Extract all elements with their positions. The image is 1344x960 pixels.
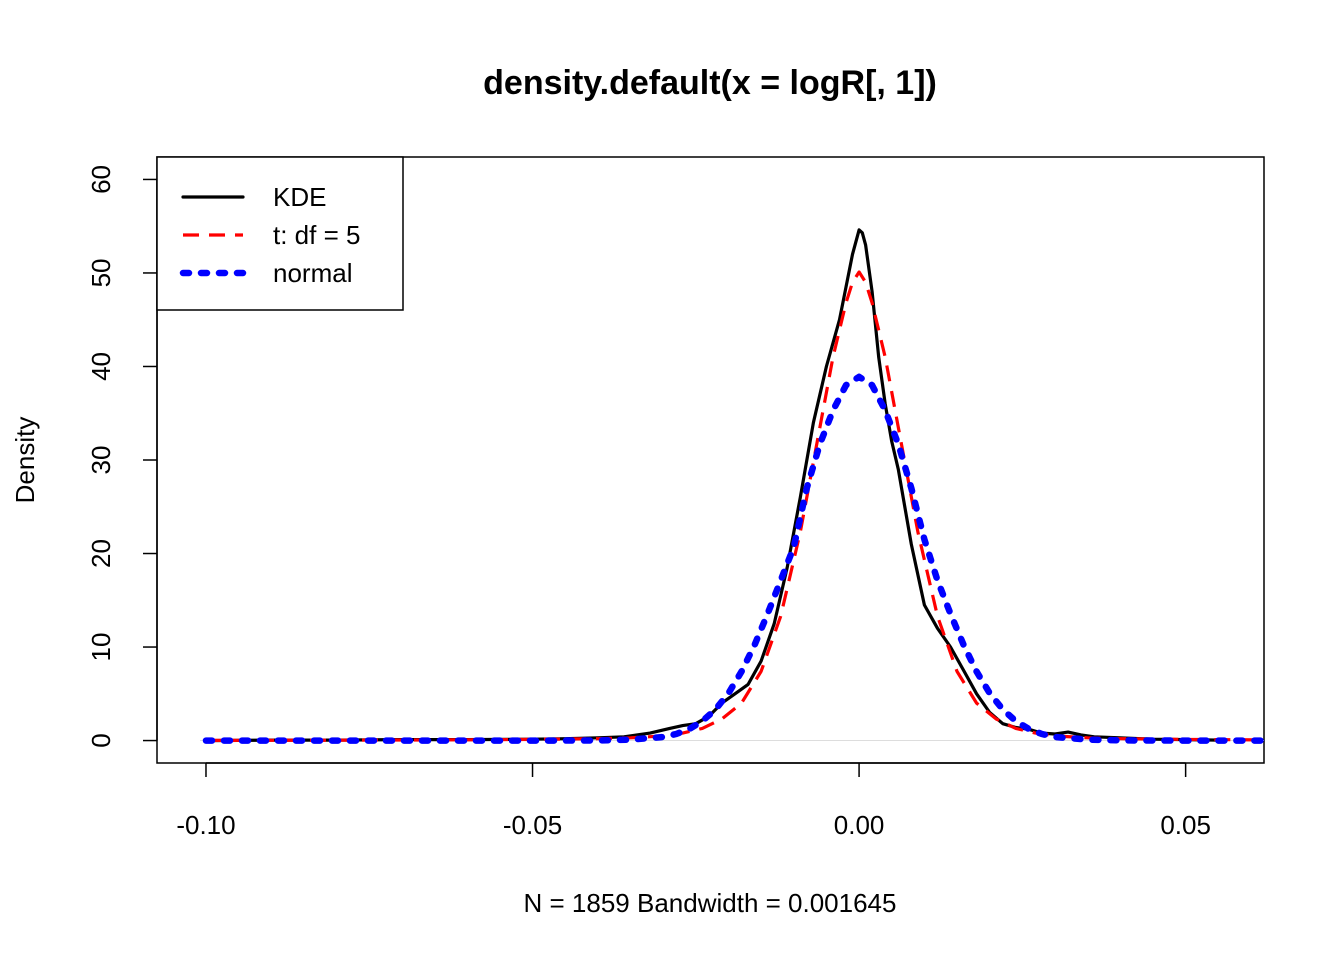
y-axis: 0 10 20 30 40 50 60 [86,165,158,748]
x-tick-label: 0.05 [1160,810,1211,840]
chart-title: density.default(x = logR[, 1]) [483,64,937,102]
legend-label: KDE [273,182,326,212]
series-line-1 [204,228,1220,743]
y-tick-label: 10 [86,633,116,662]
x-tick-label: 0.00 [834,810,885,840]
legend-label: t: df = 5 [273,220,360,250]
y-tick-label: 20 [86,539,116,568]
series-line-2 [205,270,1264,742]
series-layer [202,228,1264,744]
y-tick-label: 50 [86,259,116,288]
y-tick-label: 60 [86,165,116,194]
x-axis: -0.10 -0.05 0.00 0.05 [176,762,1211,840]
x-tick-label: -0.05 [503,810,562,840]
legend: KDE t: df = 5 normal [156,156,404,311]
y-tick-label: 0 [86,733,116,747]
y-axis-label: Density [10,417,40,504]
series-line-3 [202,373,1264,744]
x-axis-label: N = 1859 Bandwidth = 0.001645 [524,888,897,918]
y-tick-label: 30 [86,446,116,475]
x-tick-label: -0.10 [176,810,235,840]
y-tick-label: 40 [86,352,116,381]
legend-label: normal [273,258,352,288]
